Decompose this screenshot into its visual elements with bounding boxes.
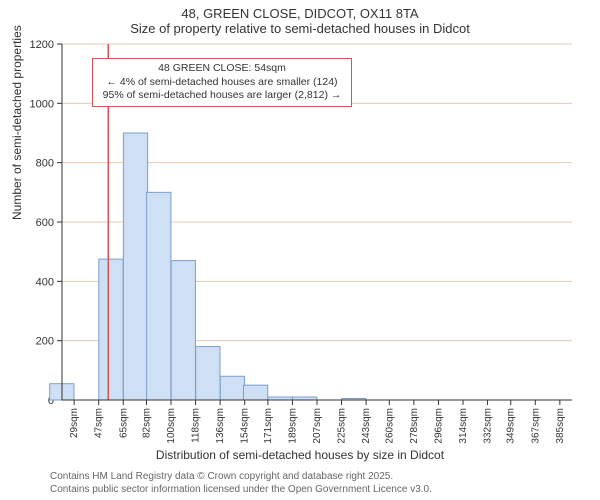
histogram-bar [99, 259, 123, 400]
histogram-bar [220, 376, 244, 400]
y-tick-label: 600 [36, 217, 54, 229]
y-tick-label: 1200 [30, 39, 54, 51]
y-tick-label: 1000 [30, 98, 54, 110]
y-tick-label: 200 [36, 336, 54, 348]
x-tick-label: 296sqm [433, 408, 444, 444]
x-tick-label: 314sqm [458, 408, 469, 444]
x-tick-label: 278sqm [409, 408, 420, 444]
x-tick-label: 171sqm [263, 408, 274, 444]
x-tick-label: 118sqm [191, 408, 202, 443]
x-tick-label: 385sqm [555, 408, 566, 444]
x-axis-label: Distribution of semi-detached houses by … [0, 448, 600, 462]
annotation-box: 48 GREEN CLOSE: 54sqm ← 4% of semi-detac… [92, 58, 352, 107]
x-tick-label: 367sqm [530, 408, 541, 444]
x-tick-label: 349sqm [506, 408, 517, 444]
y-tick-label: 400 [36, 276, 54, 288]
x-tick-label: 332sqm [483, 408, 494, 444]
histogram-bar [147, 192, 171, 400]
histogram-bar [123, 133, 147, 400]
x-tick-label: 100sqm [166, 408, 177, 444]
histogram-bar [196, 347, 220, 400]
histogram-bar [171, 261, 195, 400]
annotation-line2: ← 4% of semi-detached houses are smaller… [99, 76, 345, 90]
y-tick-label: 800 [36, 158, 54, 170]
attribution-line1: Contains HM Land Registry data © Crown c… [50, 470, 432, 483]
x-tick-label: 154sqm [240, 408, 251, 444]
histogram-bar [243, 385, 267, 400]
annotation-line3: 95% of semi-detached houses are larger (… [99, 89, 345, 103]
x-tick-label: 243sqm [361, 408, 372, 444]
x-tick-label: 82sqm [141, 408, 152, 438]
x-tick-label: 47sqm [94, 408, 105, 438]
chart-container: 48, GREEN CLOSE, DIDCOT, OX11 8TA Size o… [0, 0, 600, 500]
attribution-block: Contains HM Land Registry data © Crown c… [50, 470, 432, 496]
x-tick-label: 225sqm [337, 408, 348, 444]
x-tick-label: 207sqm [312, 408, 323, 444]
attribution-line2: Contains public sector information licen… [50, 483, 432, 496]
x-tick-label: 65sqm [118, 408, 129, 438]
x-tick-label: 29sqm [69, 408, 80, 438]
annotation-line1: 48 GREEN CLOSE: 54sqm [99, 62, 345, 76]
x-tick-label: 136sqm [215, 408, 226, 444]
x-tick-label: 260sqm [384, 408, 395, 444]
x-tick-label: 189sqm [287, 408, 298, 444]
